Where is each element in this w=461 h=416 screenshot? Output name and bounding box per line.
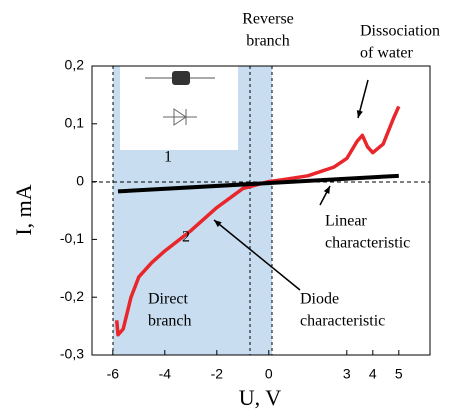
y-tick-label: -0,2 [60,288,84,304]
annotation: 1 [164,149,172,166]
annotation: Dissociation [360,23,440,40]
x-tick-label: 4 [369,366,377,382]
arrow-head [214,220,222,228]
y-tick-label: 0,1 [65,115,85,131]
annotation: 2 [182,229,190,246]
series-line [117,173,399,194]
annotation: branch [148,313,192,330]
diode-symbol [163,108,197,126]
y-tick-label: 0 [76,172,84,188]
x-tick-label: -6 [107,366,120,382]
arrow-head [356,110,363,118]
x-tick-label: -2 [211,366,224,382]
y-axis-label: I, mA [11,184,36,235]
x-tick-label: -4 [159,366,172,382]
plot-frame [91,65,431,356]
arrow [213,219,301,291]
x-tick-label: 5 [395,366,403,382]
annotation: branch [246,33,290,50]
x-tick-label: 0 [265,366,273,382]
diode-photo [145,71,215,85]
x-tick-label: 3 [343,366,351,382]
annotation: characteristic [325,235,410,252]
x-axis-label: U, V [239,385,281,410]
annotation: Linear [325,213,367,230]
annotation: characteristic [300,313,385,330]
y-tick-label: -0,1 [60,230,84,246]
annotation: Diode [300,291,339,308]
annotation: Direct [148,291,189,308]
arrow-head [323,186,330,194]
annotation: Reverse [242,11,294,28]
y-tick-label: 0,2 [65,57,85,73]
y-tick-label: -0,3 [60,346,84,362]
annotation: of water [360,45,414,62]
